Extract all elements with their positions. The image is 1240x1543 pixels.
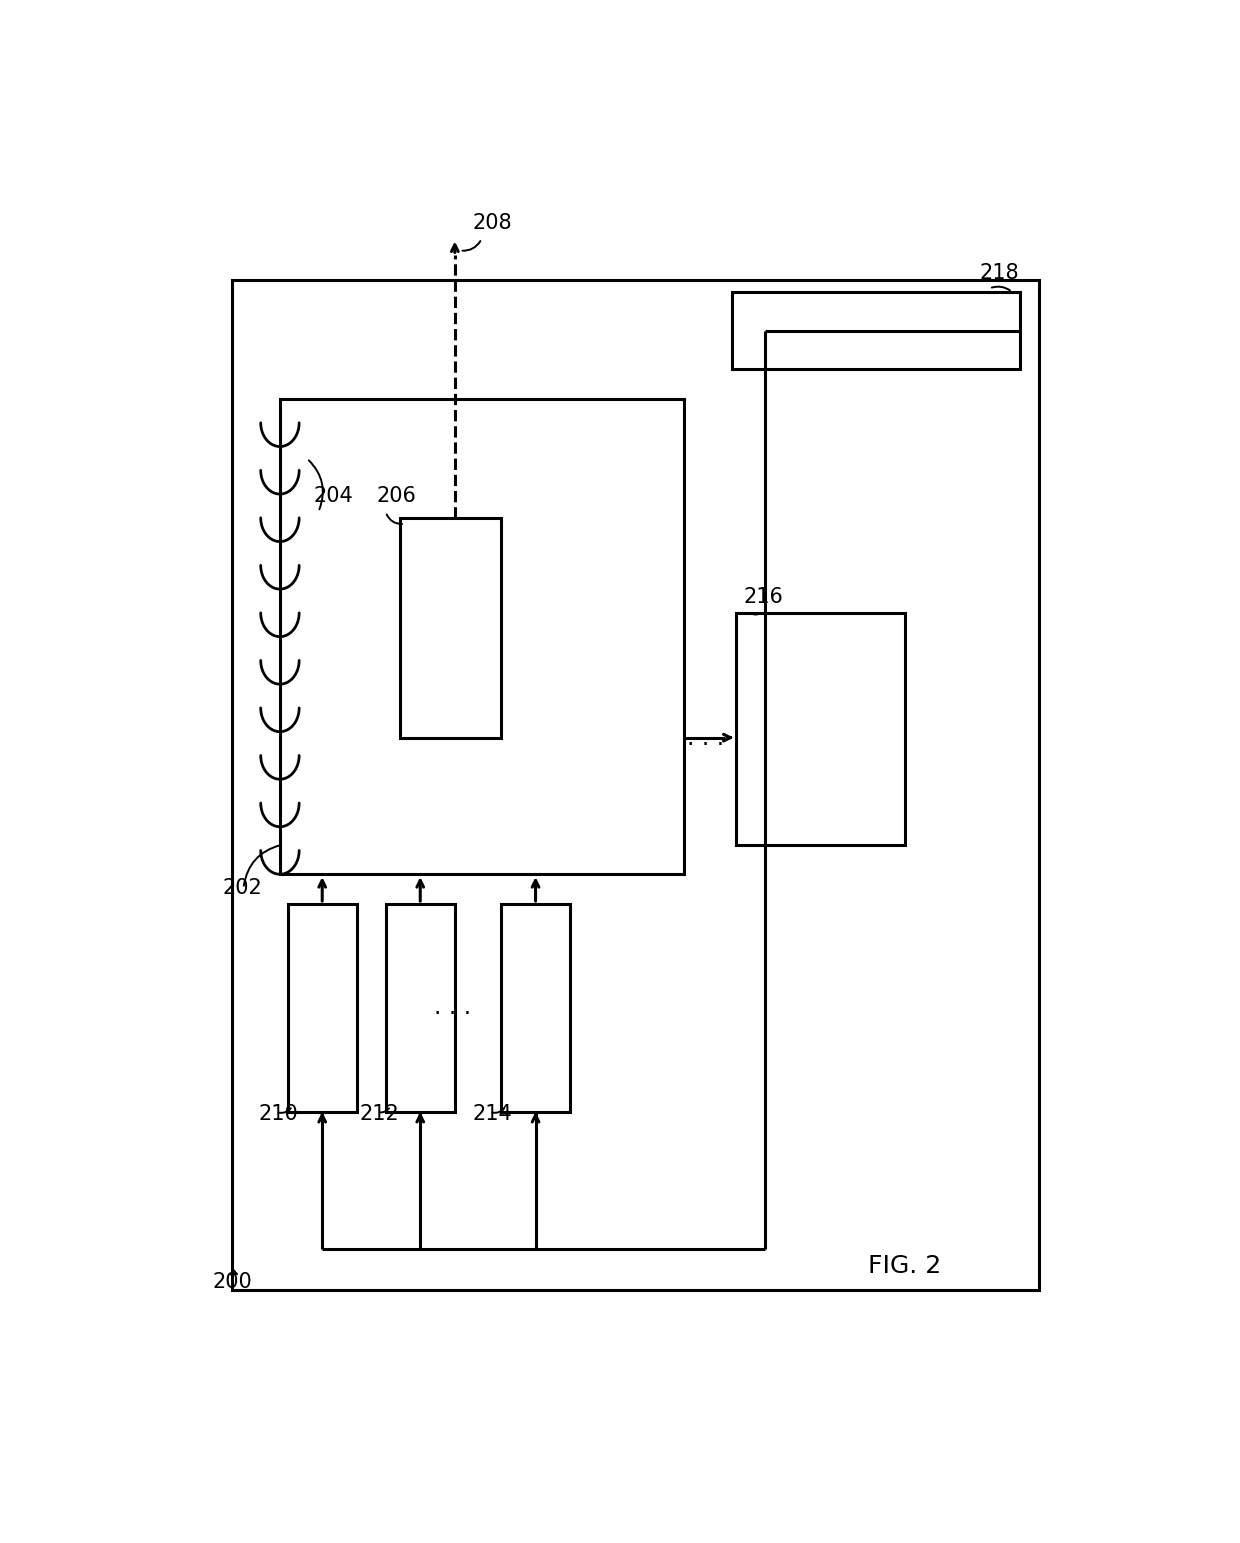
Text: 206: 206 [376,486,415,506]
Text: 202: 202 [222,878,262,898]
Text: 214: 214 [472,1103,512,1123]
Text: 218: 218 [980,262,1019,282]
Text: FIG. 2: FIG. 2 [868,1254,941,1278]
Bar [501,904,570,1113]
Text: 200: 200 [213,1273,253,1293]
Bar [386,904,455,1113]
Bar [732,292,1019,369]
Text: . . .: . . . [687,725,724,750]
Bar [401,518,501,738]
Bar [737,613,905,844]
Text: 208: 208 [472,213,512,233]
Text: 212: 212 [360,1103,399,1123]
Text: 216: 216 [743,586,782,606]
Bar [232,281,1039,1290]
Text: 210: 210 [259,1103,299,1123]
Bar [288,904,357,1113]
Bar [280,400,683,875]
Text: 204: 204 [314,486,353,506]
Text: . . .: . . . [434,995,471,1020]
